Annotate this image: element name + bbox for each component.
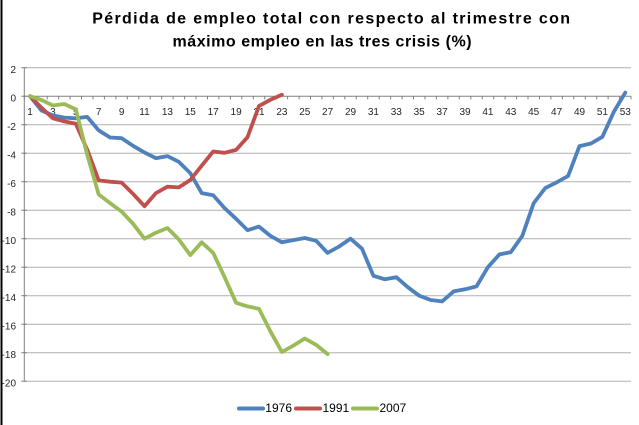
svg-text:47: 47 [551, 107, 563, 118]
svg-text:15: 15 [185, 107, 197, 118]
svg-text:-18: -18 [2, 350, 17, 361]
svg-text:33: 33 [391, 107, 403, 118]
svg-text:51: 51 [597, 107, 609, 118]
svg-text:39: 39 [459, 107, 471, 118]
svg-text:31: 31 [368, 107, 380, 118]
svg-text:19: 19 [231, 107, 243, 118]
svg-text:23: 23 [276, 107, 288, 118]
svg-text:-14: -14 [2, 293, 17, 304]
svg-text:máximo empleo en las tres cris: máximo empleo en las tres crisis (%) [173, 33, 473, 50]
svg-text:13: 13 [162, 107, 174, 118]
svg-text:0: 0 [10, 94, 16, 105]
svg-text:45: 45 [528, 107, 540, 118]
svg-text:17: 17 [208, 107, 220, 118]
svg-text:29: 29 [345, 107, 357, 118]
svg-text:-6: -6 [7, 179, 16, 190]
svg-text:-16: -16 [2, 322, 17, 333]
svg-text:1: 1 [27, 107, 33, 118]
svg-text:2007: 2007 [380, 401, 407, 415]
svg-text:1991: 1991 [323, 401, 350, 415]
svg-text:-20: -20 [2, 379, 17, 390]
svg-text:Pérdida de empleo total con re: Pérdida de empleo total con respecto al … [92, 11, 571, 28]
svg-text:49: 49 [574, 107, 586, 118]
svg-text:53: 53 [620, 107, 632, 118]
svg-text:9: 9 [119, 107, 125, 118]
svg-text:7: 7 [96, 107, 102, 118]
svg-text:-12: -12 [2, 265, 17, 276]
svg-text:25: 25 [299, 107, 311, 118]
svg-text:21: 21 [253, 107, 265, 118]
svg-text:35: 35 [414, 107, 426, 118]
svg-text:11: 11 [139, 107, 150, 118]
svg-text:27: 27 [322, 107, 334, 118]
svg-text:43: 43 [505, 107, 517, 118]
svg-text:1976: 1976 [265, 401, 292, 415]
svg-text:2: 2 [10, 65, 16, 76]
svg-text:-10: -10 [2, 236, 17, 247]
svg-text:-8: -8 [7, 208, 16, 219]
svg-text:-2: -2 [7, 122, 16, 133]
svg-text:3: 3 [50, 107, 56, 118]
svg-text:37: 37 [437, 107, 449, 118]
svg-text:-4: -4 [7, 151, 16, 162]
svg-text:41: 41 [482, 107, 494, 118]
